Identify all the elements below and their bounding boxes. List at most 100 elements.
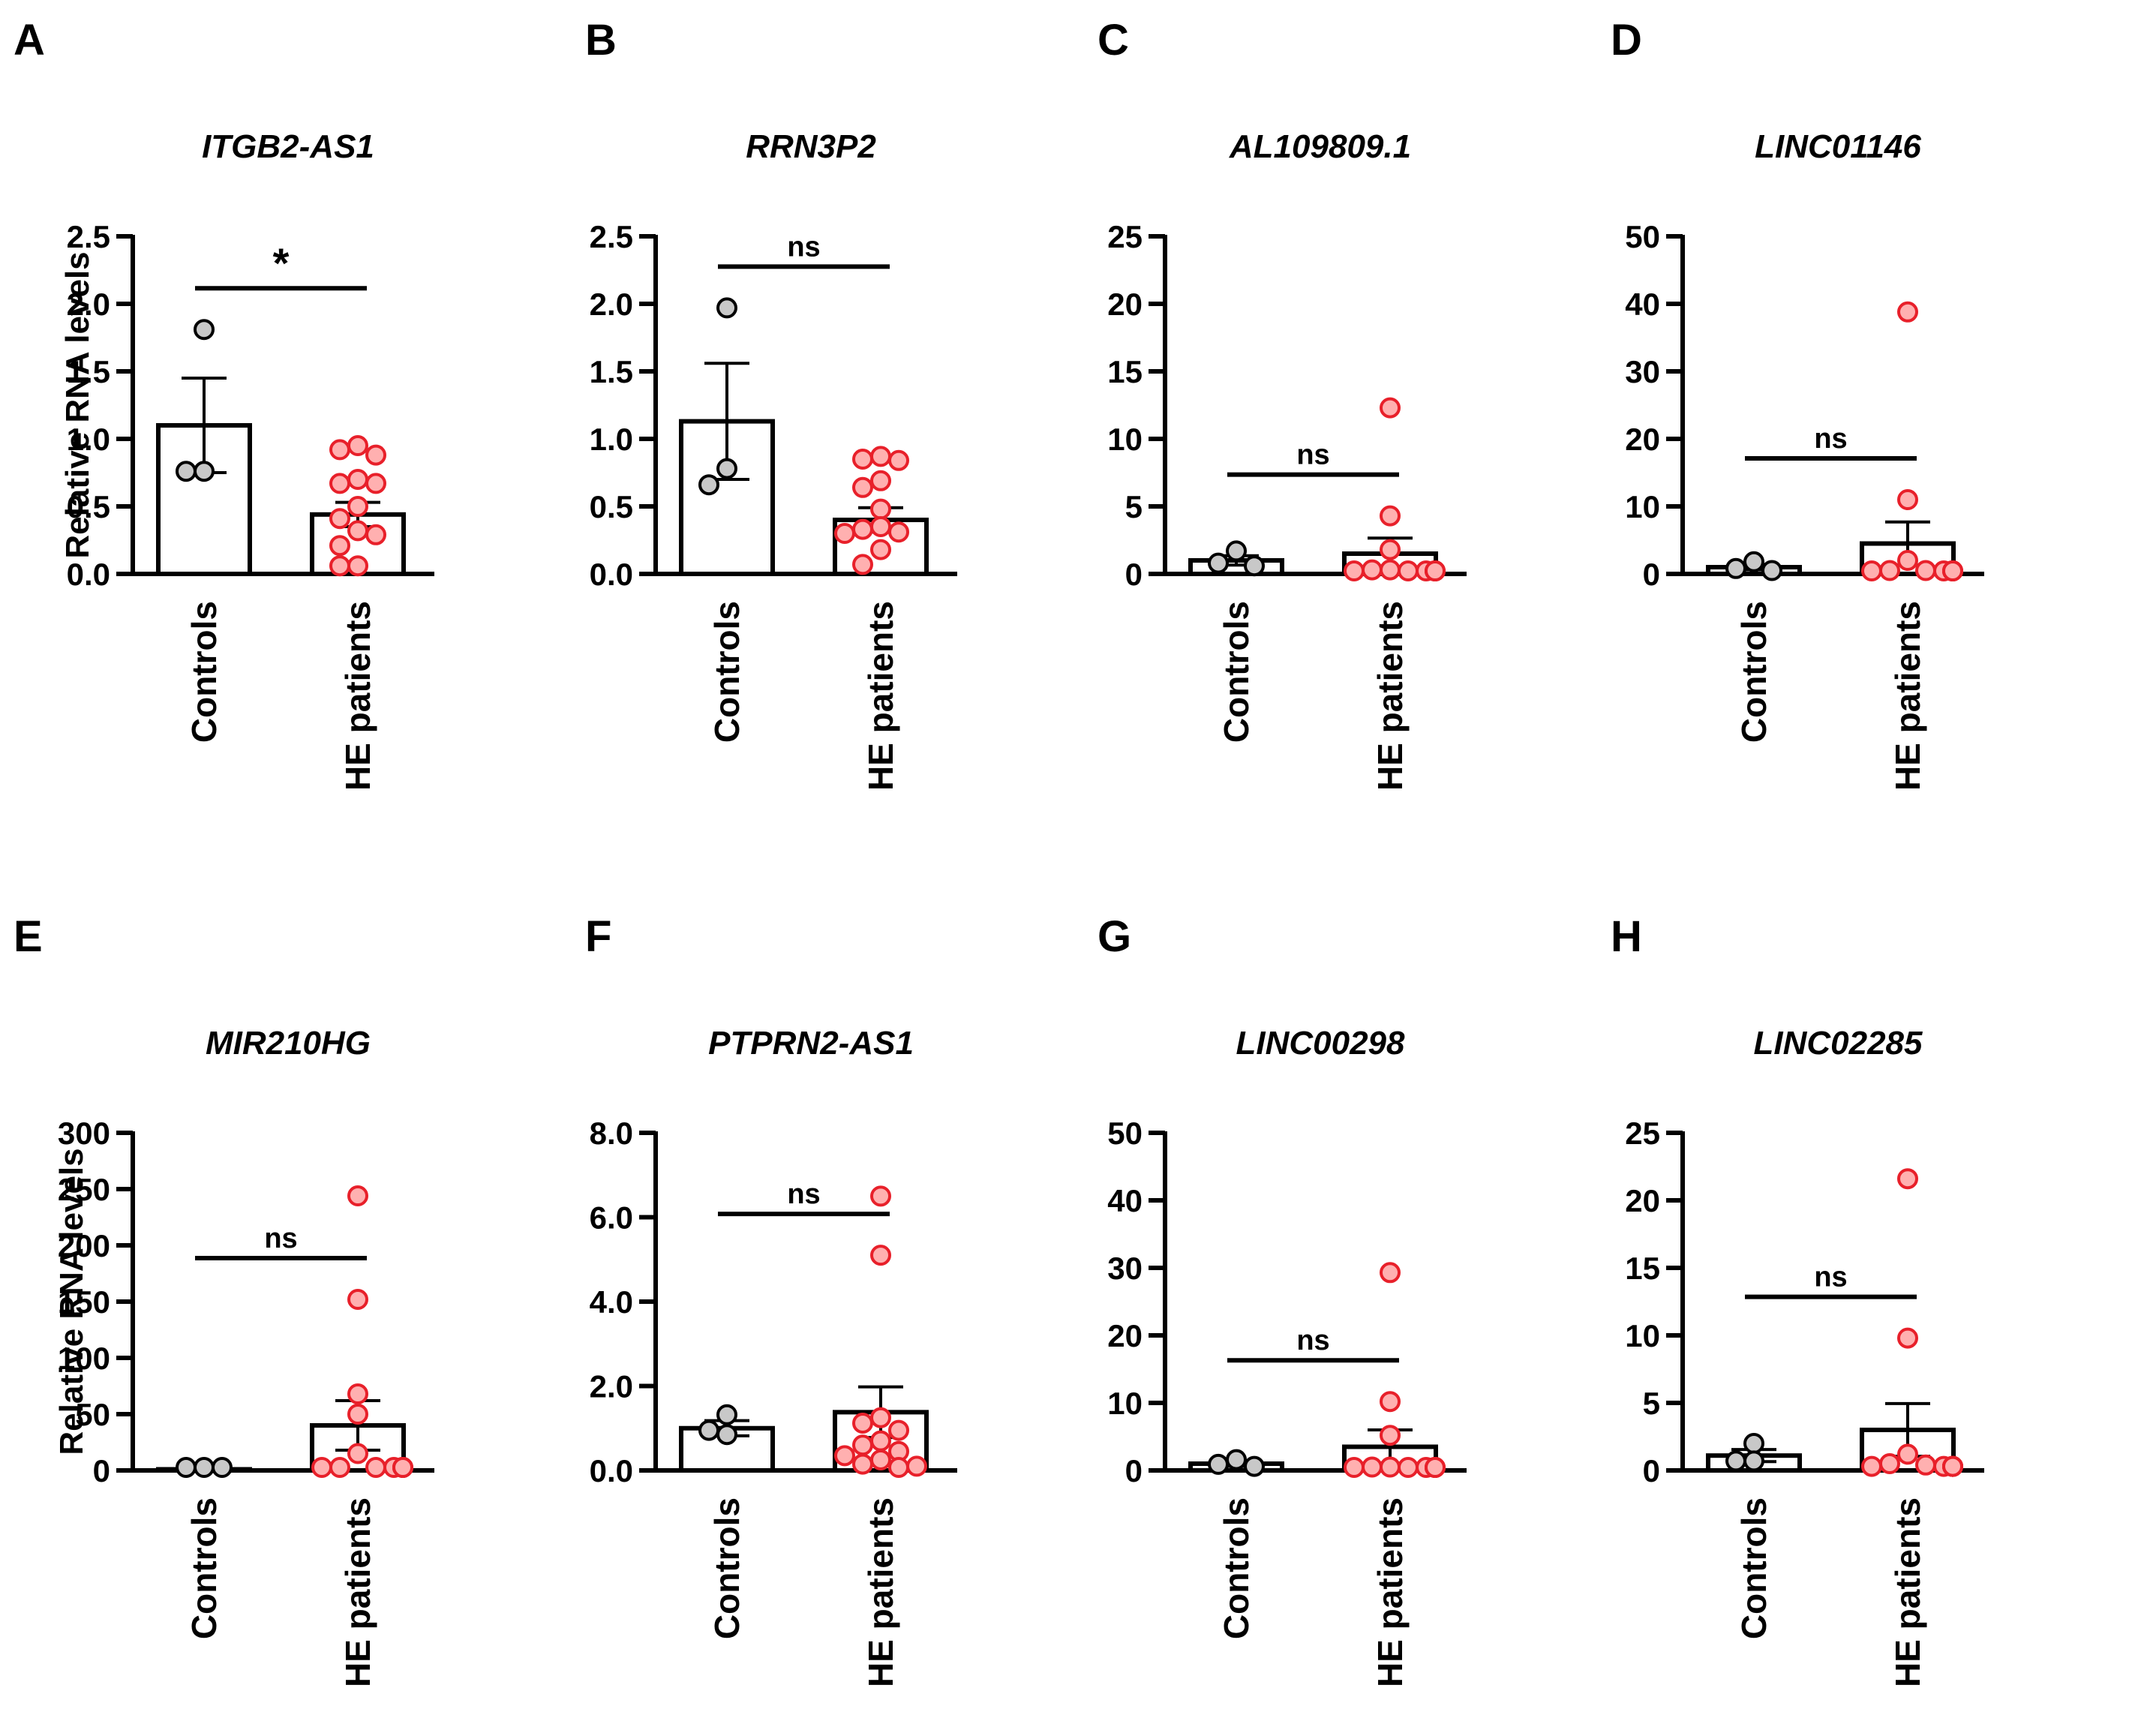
data-point-controls <box>1226 1449 1247 1470</box>
chart-title: LINC00298 <box>1236 1025 1405 1062</box>
y-tick-label: 10 <box>1107 1386 1143 1421</box>
data-point-patients <box>1380 539 1401 560</box>
x-tick-label: HE patients <box>1888 1497 1927 1687</box>
data-point-patients <box>347 555 368 577</box>
data-point-patients <box>365 1457 386 1478</box>
data-point-controls <box>1244 555 1265 577</box>
data-point-patients <box>347 496 368 517</box>
panel-d: D LINC01146 0 10 20 30 40 50 Controls HE patients… <box>1611 16 1984 791</box>
y-tick-label: 50 <box>75 1397 110 1432</box>
data-point-patients <box>1897 1443 1918 1465</box>
y-axis-label: Relative RNA levels <box>59 251 96 558</box>
y-tick-label: 2.0 <box>590 287 633 322</box>
data-point-patients <box>329 439 350 461</box>
data-point-patients <box>1362 1456 1383 1478</box>
y-tick-label: 8.0 <box>590 1116 633 1151</box>
y-tick-label: 10 <box>1625 489 1660 524</box>
data-point-patients <box>852 554 873 575</box>
panel-label: D <box>1611 16 1642 65</box>
data-point-patients <box>1362 559 1383 581</box>
panel-f: F PTPRN2-AS1 0.0 2.0 4.0 6.0 8.0 Controls HE pat… <box>585 912 957 1687</box>
data-point-patients <box>1380 505 1401 527</box>
y-tick-label: 30 <box>1625 354 1660 389</box>
y-tick-label: 2.0 <box>590 1369 633 1404</box>
data-point-patients <box>1879 560 1900 581</box>
data-point-patients <box>1897 489 1918 510</box>
data-point-patients <box>347 1383 368 1404</box>
y-tick-label: 0 <box>93 1453 110 1488</box>
data-point-patients <box>1380 1391 1401 1413</box>
data-point-controls <box>1244 1455 1265 1477</box>
y-tick-label: 250 <box>58 1172 110 1207</box>
data-point-controls <box>1743 551 1764 572</box>
data-point-controls <box>1761 560 1782 581</box>
chart-title: LINC01146 <box>1755 128 1921 165</box>
significance-label: ns <box>787 1179 820 1210</box>
data-point-patients <box>1915 560 1936 581</box>
data-point-patients <box>888 449 909 471</box>
x-tick-label: HE patients <box>861 1497 900 1687</box>
chart-title: PTPRN2-AS1 <box>708 1025 914 1062</box>
significance-label: * <box>273 239 290 287</box>
y-tick-label: 300 <box>58 1116 110 1151</box>
y-tick-label: 1.0 <box>590 422 633 457</box>
y-tick-label: 0.0 <box>67 557 110 592</box>
x-tick-label: Controls <box>707 1497 746 1639</box>
data-point-patients <box>1380 1425 1401 1446</box>
data-point-patients <box>1915 1454 1936 1476</box>
data-point-patients <box>852 1453 873 1475</box>
panel-label: G <box>1098 912 1131 961</box>
x-tick-label: HE patients <box>338 1497 377 1687</box>
panel-label: A <box>14 16 45 65</box>
x-tick-label: HE patients <box>1888 601 1927 791</box>
data-point-patients <box>870 1245 891 1266</box>
data-point-patients <box>1879 1453 1900 1474</box>
y-tick-label: 50 <box>1625 219 1660 254</box>
y-tick-label: 10 <box>1107 422 1143 457</box>
data-point-patients <box>1398 560 1419 581</box>
y-tick-label: 50 <box>1107 1116 1143 1151</box>
data-point-patients <box>870 470 891 491</box>
data-point-patients <box>365 473 386 494</box>
data-point-patients <box>1942 560 1963 581</box>
y-tick-label: 150 <box>58 1284 110 1320</box>
data-point-patients <box>888 1419 909 1441</box>
data-point-controls <box>1725 557 1746 579</box>
data-point-controls <box>716 458 737 479</box>
y-tick-label: 40 <box>1625 287 1660 322</box>
significance-label: ns <box>1814 1262 1847 1293</box>
y-tick-label: 10 <box>1625 1318 1660 1353</box>
panel-label: F <box>585 912 611 961</box>
x-tick-label: HE patients <box>861 601 900 791</box>
data-point-patients <box>1861 1455 1882 1477</box>
data-point-patients <box>1861 560 1882 581</box>
data-point-patients <box>1425 1457 1446 1478</box>
data-point-controls <box>1743 1433 1764 1454</box>
data-point-patients <box>329 1457 350 1478</box>
y-tick-label: 200 <box>58 1228 110 1263</box>
panel-g: G LINC00298 0 10 20 30 40 50 Controls HE patients… <box>1098 912 1467 1687</box>
chart-title: LINC02285 <box>1753 1025 1923 1062</box>
x-tick-label: Controls <box>185 601 224 743</box>
data-point-controls <box>716 1424 737 1446</box>
data-point-controls <box>194 461 215 482</box>
data-point-patients <box>365 444 386 466</box>
x-tick-label: Controls <box>185 1497 224 1639</box>
y-tick-label: 1.0 <box>67 422 110 457</box>
data-point-patients <box>365 524 386 545</box>
data-point-controls <box>194 319 215 341</box>
panel-label: H <box>1611 912 1642 961</box>
x-tick-label: Controls <box>707 601 746 743</box>
data-point-patients <box>834 1445 855 1467</box>
y-tick-label: 1.5 <box>590 354 633 389</box>
data-point-controls <box>194 1457 215 1478</box>
data-point-patients <box>329 473 350 494</box>
data-point-controls <box>212 1457 233 1478</box>
data-point-patients <box>888 521 909 543</box>
data-point-patients <box>347 1185 368 1206</box>
data-point-patients <box>1380 1262 1401 1284</box>
y-tick-label: 2.5 <box>67 219 110 254</box>
data-point-controls <box>1226 540 1247 562</box>
